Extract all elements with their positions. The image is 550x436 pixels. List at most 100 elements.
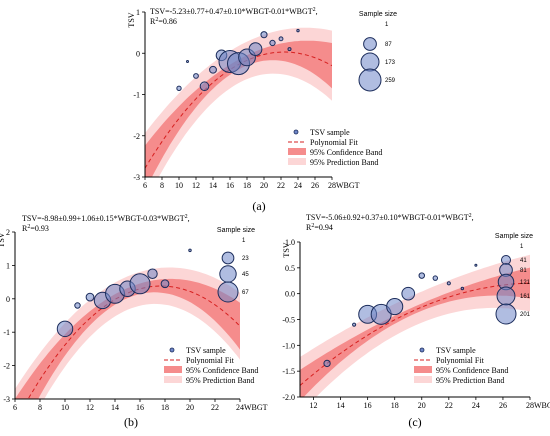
data-point [188,248,192,253]
x-tick-label: 24 [294,181,302,190]
legend-marker-sample [419,347,425,353]
size-legend: Sample size 1 41 81 121 161 201 [495,233,533,325]
size-legend-value: 81 [520,268,527,274]
data-point [418,272,425,279]
x-tick-label: 10 [61,403,69,412]
plot-area [300,254,530,397]
size-legend-circle [360,52,380,72]
x-axis-label: WBGT [534,401,550,410]
chart-panel-2: 6 8 10 12 14 16 18 20 22 24-3-2-1012WBGTTSVTSV=-8… [0,214,268,429]
size-legend-circle [358,68,382,92]
data-point [386,298,404,316]
size-legend-value: 67 [242,290,249,296]
size-legend-circle [219,265,237,283]
x-tick-label: 10 [175,181,183,190]
data-point [74,302,81,309]
size-legend-value: 1 [520,244,524,250]
data-point [474,263,478,267]
y-tick-label: 1 [6,261,10,270]
chart-panel-1: 6 8 10 12 14 16 18 20 22 24 26 28 -3 -2 -1 0 1 WBGT TSV TSV… [127,7,397,213]
y-tick-label: -3 [133,173,140,182]
x-tick-label: 6 [13,403,17,412]
y-tick-label: -2.0 [282,393,295,402]
size-legend-value: 1 [242,238,246,244]
x-tick-label: 12 [86,403,94,412]
legend-label-sample: TSV sample [186,346,226,355]
size-legend-value: 201 [520,312,531,318]
size-legend-circle [363,37,377,51]
size-legend-title: Sample size [495,233,533,240]
legend-marker-confidence [288,148,306,155]
size-legend-circle [217,281,239,303]
y-tick-label: 0 [136,49,140,58]
y-tick-label: -2 [3,362,10,371]
x-tick-label: 16 [364,401,372,410]
plot-area [15,248,240,399]
x-tick-label: 20 [418,401,426,410]
x-tick-label: 14 [111,403,119,412]
chart-panel-3: 12 14 16 18 20 22 24 26 28 -2.0 -1.5 -1.0 -0.5 0.0 0.5… [282,213,550,429]
fit-equation: TSV=-8.98±0.99+1.06±0.15*WBGT-0.03*WBGT2… [22,214,190,223]
size-legend-value: 23 [242,256,249,262]
y-tick-label: -3 [3,395,10,404]
y-tick-label: 0.5 [285,264,295,273]
y-tick-label: -1 [3,328,10,337]
size-legend-circle [496,286,516,306]
size-legend-value: 173 [385,60,396,66]
data-point [199,81,210,92]
x-tick-label: 16 [136,403,144,412]
data-point [432,275,439,281]
x-tick-label: 8 [38,403,42,412]
size-legend-value: 161 [520,294,531,300]
data-point [147,268,158,279]
x-tick-label: 12 [310,401,318,410]
legend-marker-prediction [288,158,306,165]
legend-marker-confidence [164,366,182,373]
data-point [209,65,217,74]
x-tick-label: 6 [143,181,147,190]
legend-label-confidence: 95% Confidence Band [310,148,382,157]
size-legend-value: 87 [385,42,392,48]
r-squared: R2=0.86 [150,17,177,26]
x-tick-label: 22 [277,181,285,190]
data-point [260,31,268,39]
x-tick-label: 26 [499,401,507,410]
panel-label: (b) [124,415,138,429]
polynomial-fit-line [300,282,530,386]
data-point [186,60,189,63]
y-tick-label: -1.5 [282,367,295,376]
x-axis-label: WBGT [336,181,360,190]
size-legend: Sample size 1 87 173 259 [358,11,397,92]
y-tick-label: -0.5 [282,316,295,325]
data-point [129,273,151,295]
panel-label: (c) [408,415,421,429]
y-axis-label: TSV [282,242,291,257]
legend-label-prediction: 95% Prediction Band [186,376,254,385]
y-tick-label: -1.0 [282,341,295,350]
data-point [176,85,182,91]
x-tick-label: 28 [526,401,534,410]
y-tick-label: 0 [6,295,10,304]
legend-marker-sample [169,347,175,353]
data-point [193,73,199,79]
r-squared: R2=0.93 [22,224,49,233]
size-legend-title: Sample size [217,227,255,234]
size-legend-value: 1 [385,22,389,28]
data-point [85,292,95,302]
legend-label-confidence: 95% Confidence Band [186,366,258,375]
data-point [296,28,300,33]
y-tick-label: -1 [133,91,140,100]
legend-label-prediction: 95% Prediction Band [310,158,378,167]
legend-label-sample: TSV sample [310,128,350,137]
prediction-band [15,267,240,399]
y-axis-label: TSV [127,12,136,27]
legend-label-fit: Polynomial Fit [186,356,235,365]
size-legend-circle [221,251,235,265]
data-point [56,320,74,338]
legend-marker-sample [293,129,299,135]
prediction-band [145,27,332,177]
legend-label-confidence: 95% Confidence Band [436,366,508,375]
